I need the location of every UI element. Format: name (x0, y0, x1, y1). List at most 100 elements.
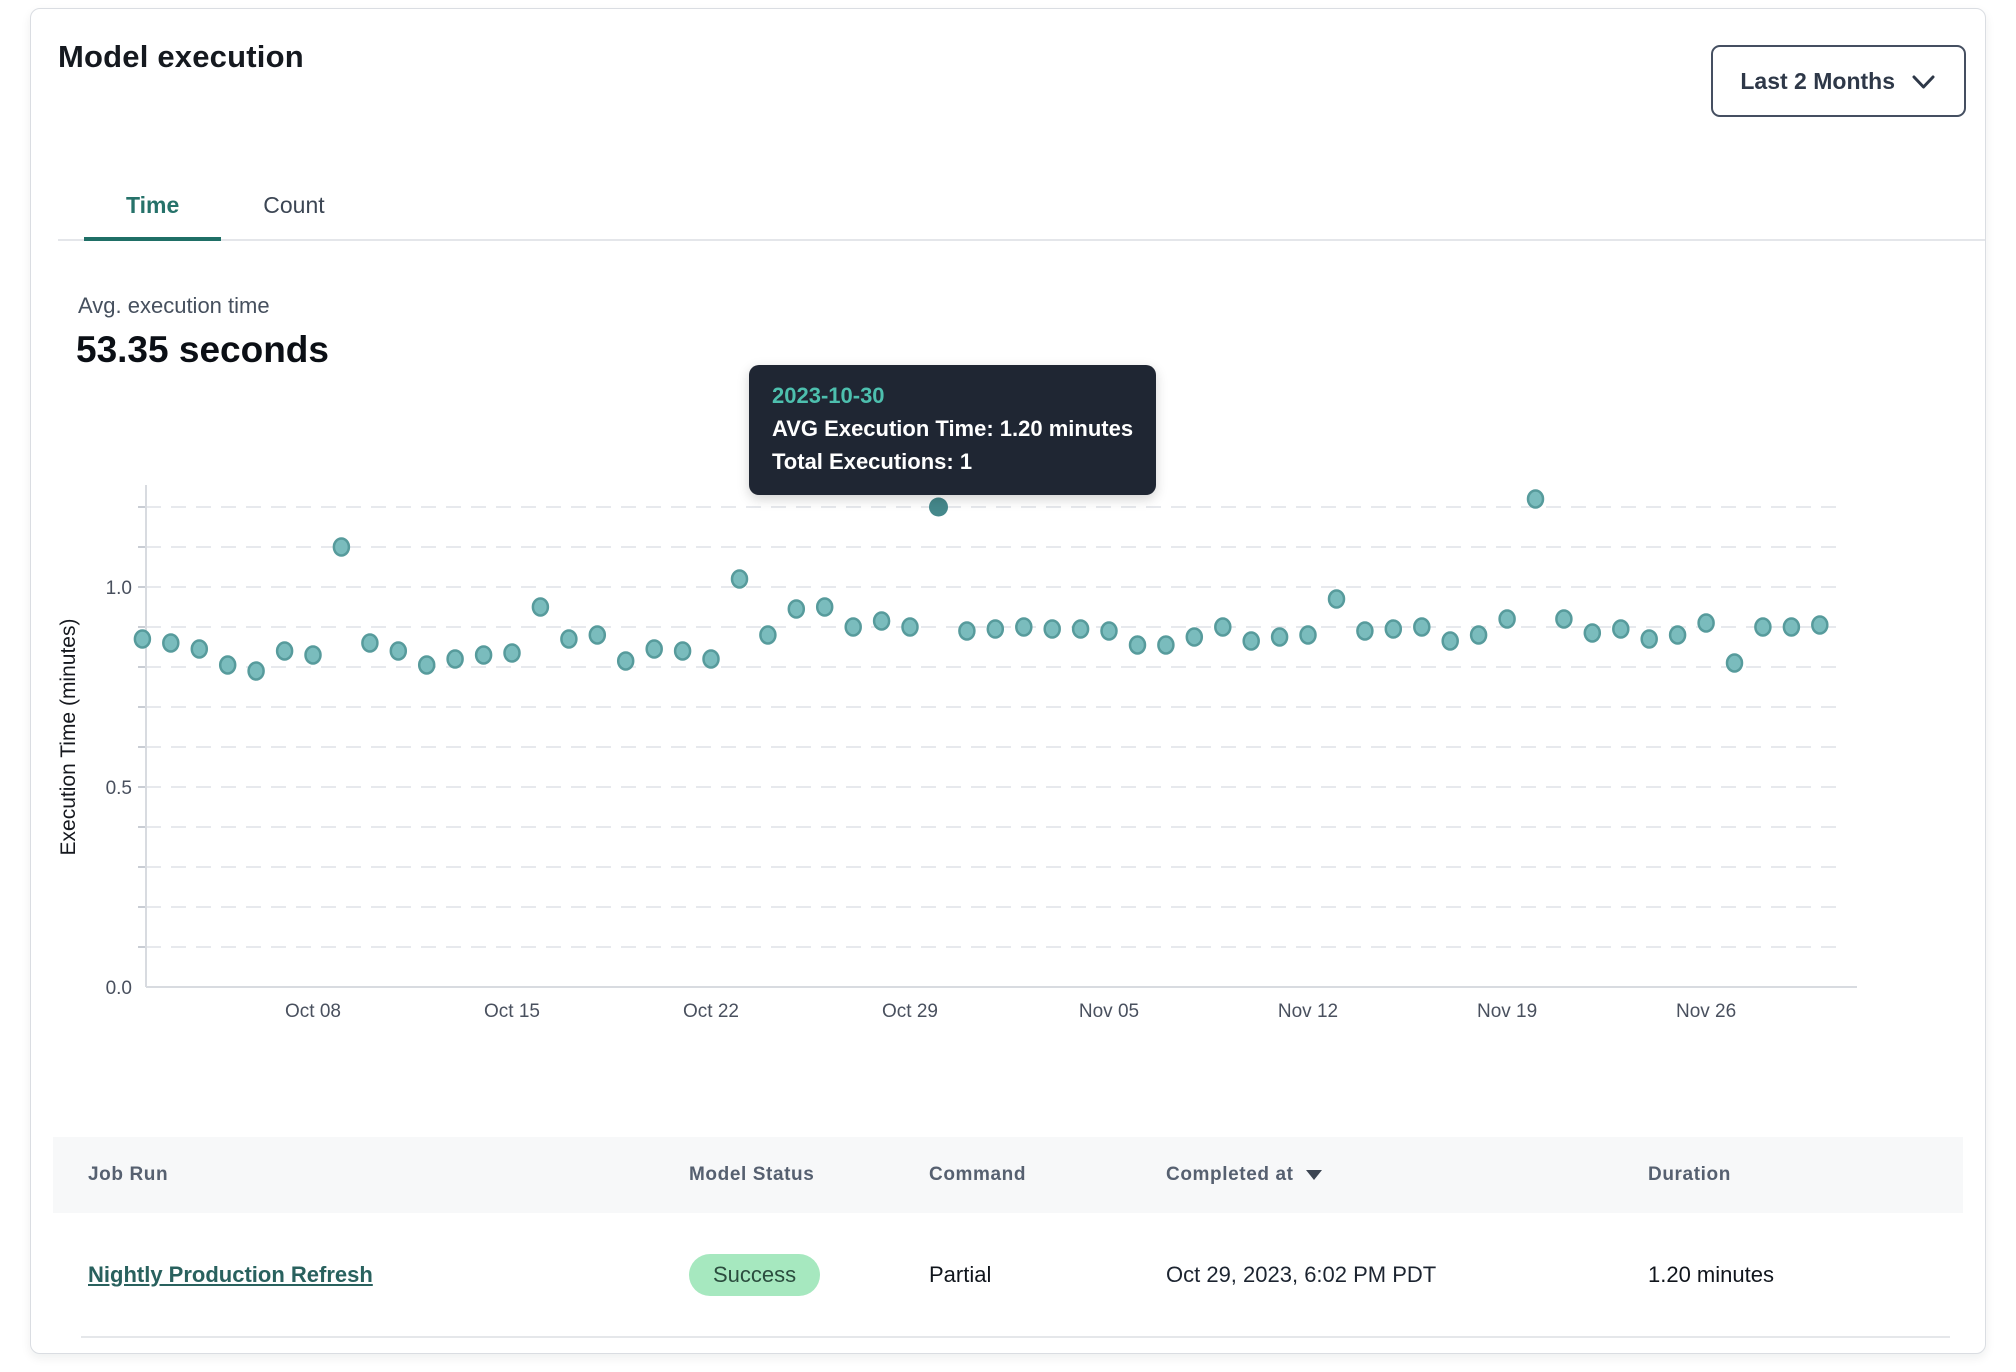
page-title: Model execution (58, 39, 304, 74)
metric-value: 53.35 seconds (76, 329, 329, 370)
date-range-selector[interactable]: Last 2 Months (1711, 45, 1966, 117)
data-point (389, 641, 408, 661)
data-point (1214, 617, 1232, 637)
column-header-duration[interactable]: Duration (1648, 1164, 1731, 1185)
tooltip-date: 2023-10-30 (772, 383, 885, 408)
data-point (304, 645, 322, 665)
svg-text:Nov 19: Nov 19 (1477, 1001, 1537, 1022)
date-range-label: Last 2 Months (1740, 67, 1895, 94)
data-point (1555, 609, 1573, 629)
svg-text:0.0: 0.0 (106, 978, 132, 999)
data-point (1100, 621, 1118, 641)
column-header-model-status[interactable]: Model Status (689, 1164, 815, 1185)
svg-text:Oct 22: Oct 22 (683, 1001, 739, 1022)
data-point (1668, 625, 1687, 645)
data-point (986, 619, 1005, 639)
data-point (1299, 625, 1317, 645)
svg-text:Oct 08: Oct 08 (285, 1001, 341, 1022)
svg-text:Execution Time (minutes): Execution Time (minutes) (57, 619, 80, 856)
data-point (332, 537, 351, 557)
data-point (1242, 631, 1260, 651)
tooltip-avg-execution-time: AVG Execution Time: 1.20 minutes (772, 416, 1134, 441)
metric-label: Avg. execution time (78, 293, 270, 318)
column-header-completed-at[interactable]: Completed at (1166, 1164, 1648, 1186)
data-point (133, 629, 152, 649)
tooltip-total-executions: Total Executions: 1 (772, 449, 973, 474)
table-header: Job Run Model Status Command Completed a… (53, 1137, 1963, 1213)
data-point (1811, 615, 1829, 635)
svg-text:0.5: 0.5 (106, 778, 132, 799)
data-point (446, 649, 464, 669)
data-point (1384, 619, 1403, 639)
data-point (1441, 631, 1459, 651)
data-point (531, 597, 550, 617)
svg-text:Oct 15: Oct 15 (484, 1001, 540, 1022)
row-divider (81, 1336, 1950, 1338)
model-status-badge: Success (689, 1253, 821, 1296)
data-point (275, 641, 294, 661)
selected-data-point (929, 497, 948, 517)
data-point (872, 611, 891, 631)
sort-desc-icon (1305, 1170, 1322, 1180)
completed-at-cell: Oct 29, 2023, 6:02 PM PDT (1166, 1261, 1437, 1287)
data-point (503, 643, 521, 663)
data-point (616, 651, 635, 671)
table-row: Nightly Production Refresh Success Parti… (53, 1213, 1963, 1336)
data-point (247, 661, 265, 681)
command-cell: Partial (929, 1261, 992, 1287)
column-header-job-run[interactable]: Job Run (88, 1164, 169, 1185)
data-point (1612, 619, 1630, 639)
svg-text:Nov 12: Nov 12 (1278, 1001, 1338, 1022)
model-execution-card: Model execution Last 2 Months Time Count… (30, 8, 1986, 1354)
data-point (588, 625, 607, 645)
data-point (474, 645, 493, 665)
data-point (1015, 617, 1033, 637)
data-point (787, 599, 806, 619)
data-point (844, 617, 862, 637)
data-point (702, 649, 720, 669)
data-point (673, 641, 692, 661)
chart-tabs: Time Count (58, 171, 1985, 241)
data-point (218, 655, 237, 675)
duration-cell: 1.20 minutes (1648, 1261, 1774, 1287)
data-point (645, 639, 663, 659)
data-point (1071, 619, 1090, 639)
data-point (1185, 627, 1204, 647)
svg-text:1.0: 1.0 (106, 578, 132, 599)
data-point (1725, 653, 1744, 673)
data-point (1526, 489, 1545, 509)
data-point (1754, 617, 1772, 637)
column-header-command[interactable]: Command (929, 1164, 1027, 1185)
data-point (730, 569, 749, 589)
data-point (1413, 617, 1431, 637)
data-point (361, 633, 379, 653)
data-point (1157, 635, 1175, 655)
data-point (560, 629, 578, 649)
data-point (417, 655, 436, 675)
data-point (1128, 635, 1147, 655)
job-run-link[interactable]: Nightly Production Refresh (88, 1261, 373, 1287)
data-point (1498, 609, 1516, 629)
data-point (1697, 613, 1715, 633)
chart-tooltip: 2023-10-30 AVG Execution Time: 1.20 minu… (749, 365, 1157, 495)
tab-time[interactable]: Time (84, 171, 222, 241)
svg-text:Oct 29: Oct 29 (882, 1001, 938, 1022)
data-point (1640, 629, 1658, 649)
data-point (162, 633, 180, 653)
data-point (1327, 589, 1346, 609)
data-point (1583, 623, 1602, 643)
data-point (1782, 617, 1801, 637)
data-point (759, 625, 777, 645)
svg-text:Nov 05: Nov 05 (1079, 1001, 1139, 1022)
data-point (1356, 621, 1374, 641)
data-point (901, 617, 919, 637)
data-point (958, 621, 976, 641)
data-point (815, 597, 834, 617)
svg-text:Nov 26: Nov 26 (1676, 1001, 1736, 1022)
data-point (190, 639, 209, 659)
tab-count[interactable]: Count (263, 191, 325, 218)
execution-time-scatter-chart[interactable]: 0.0 0.5 1.0 Oct 08 Oct 15 Oct 22 Oct 29 Nov 05 N… (31, 449, 1986, 1049)
data-point (1043, 619, 1061, 639)
chevron-down-icon (1910, 68, 1937, 95)
data-point (1270, 627, 1289, 647)
